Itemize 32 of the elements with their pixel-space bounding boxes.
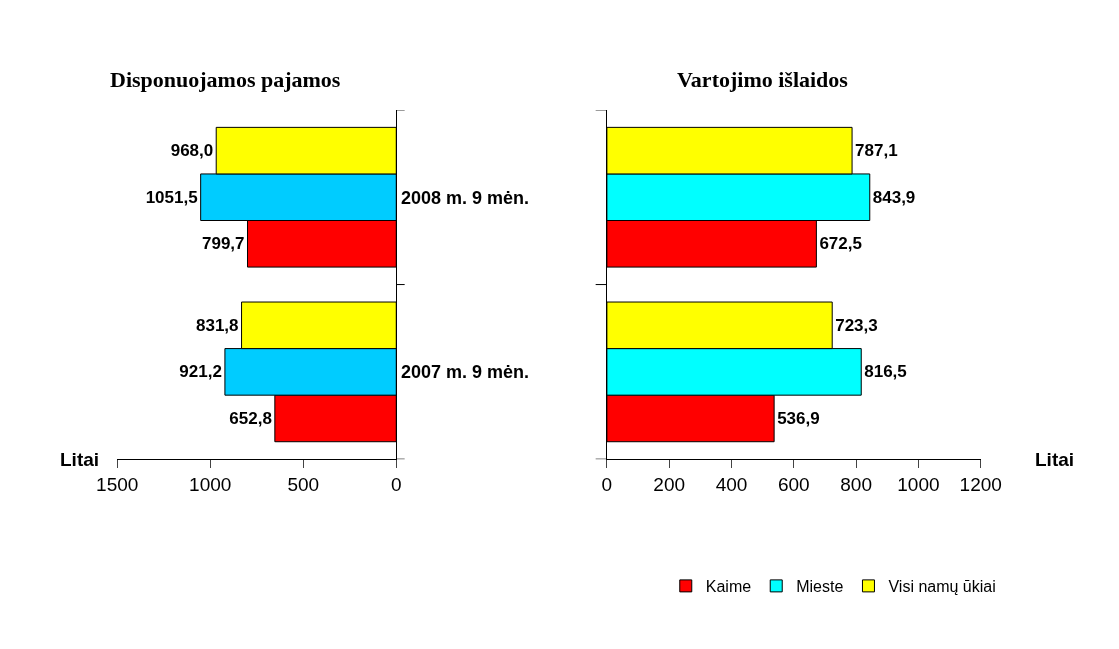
legend-label: Visi namų ūkiai: [888, 578, 996, 596]
x-tick-label: 600: [777, 474, 810, 495]
legend-label: Mieste: [796, 578, 844, 596]
x-tick-label: 0: [390, 474, 402, 495]
x-tick-label: 200: [653, 474, 686, 495]
data-label: 968,0: [170, 141, 214, 161]
data-label: 536,9: [777, 408, 820, 428]
x-axis-title: Litai: [1035, 449, 1075, 470]
x-tick-label: 1200: [959, 474, 1002, 495]
data-label: 921,2: [179, 362, 222, 382]
legend-label: Kaime: [705, 578, 752, 596]
data-label: 816,5: [864, 362, 907, 382]
data-label: 831,8: [196, 315, 239, 335]
x-tick-label: 800: [840, 474, 872, 495]
x-tick-label: 1000: [189, 474, 232, 495]
data-label: 652,8: [229, 408, 272, 428]
chart-title: Disponuojamos pajamos: [110, 67, 341, 92]
data-label: 723,3: [835, 315, 878, 335]
x-tick-label: 500: [287, 474, 320, 495]
x-tick-label: 0: [601, 474, 613, 495]
x-tick-label: 1500: [96, 474, 139, 495]
data-label: 787,1: [855, 141, 898, 161]
data-label: 1051,5: [145, 187, 198, 207]
data-label: 799,7: [201, 234, 245, 254]
x-axis-title: Litai: [60, 449, 100, 470]
y-tick-label: 2007 m. 9 mėn.: [400, 362, 529, 383]
x-tick-label: 1000: [897, 474, 940, 495]
y-tick-label: 2008 m. 9 mėn.: [400, 187, 529, 208]
chart-title: Vartojimo išlaidos: [677, 67, 849, 92]
data-label: 843,9: [872, 187, 916, 207]
data-label: 672,5: [819, 234, 862, 254]
x-tick-label: 400: [715, 474, 748, 495]
